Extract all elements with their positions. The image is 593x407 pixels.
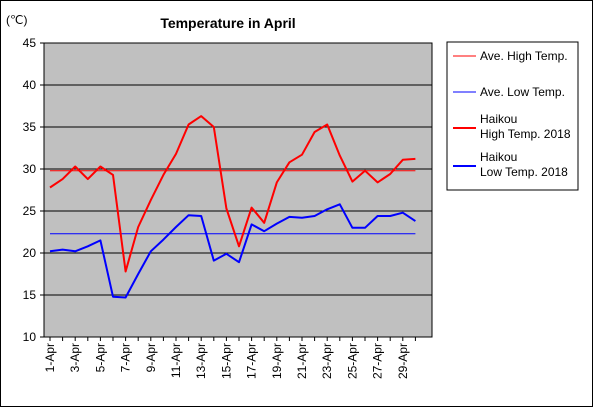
x-tick-label: 1-Apr [43,343,57,372]
x-tick-label: 29-Apr [396,343,410,379]
x-tick-label: 3-Apr [68,343,82,372]
y-axis-unit: (℃) [6,13,27,27]
y-tick-label: 40 [23,78,37,92]
x-tick-label: 13-Apr [194,343,208,379]
legend-label-3: Haikou High Temp. 2018 [480,112,571,141]
y-tick-label: 10 [23,330,37,344]
y-tick-label: 35 [23,120,37,134]
legend-label-4: Haikou Low Temp. 2018 [480,150,568,179]
series-line-3 [49,115,416,273]
x-tick-label: 27-Apr [371,343,385,379]
x-tick-label: 11-Apr [169,343,183,378]
x-tick-label: 15-Apr [219,343,233,379]
legend-label-2: Ave. Low Temp. [480,85,565,99]
x-tick-label: 5-Apr [93,343,107,372]
legend-label-1: Ave. High Temp. [480,49,568,63]
x-tick-label: 9-Apr [144,343,158,372]
series-line-4 [49,203,416,299]
x-tick-label: 19-Apr [270,343,284,379]
y-tick-label: 15 [23,288,37,302]
y-tick-label: 25 [23,204,37,218]
y-tick-label: 30 [23,162,37,176]
plot-area [43,42,433,338]
x-tick-label: 21-Apr [295,343,309,379]
x-tick-label: 7-Apr [119,343,133,372]
x-tick-label: 23-Apr [320,343,334,379]
y-tick-label: 45 [23,36,37,50]
y-tick-label: 20 [23,246,37,260]
chart-title: Temperature in April [160,15,295,31]
x-tick-label: 25-Apr [345,343,359,379]
x-tick-label: 17-Apr [245,343,259,379]
